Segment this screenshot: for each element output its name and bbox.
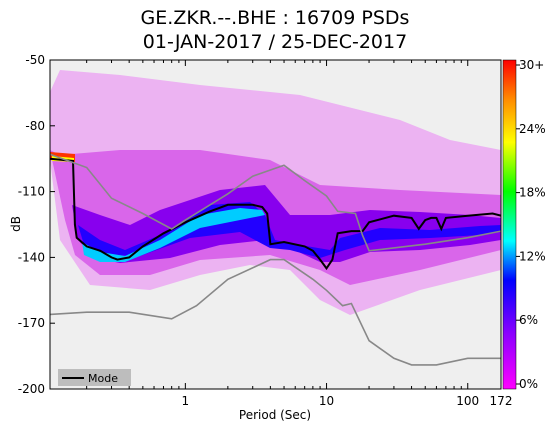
y-tick-label: -200 bbox=[18, 382, 45, 396]
plot-frame bbox=[49, 59, 502, 390]
colorbar-tick-label: 6% bbox=[519, 313, 538, 327]
colorbar-tick-label: 12% bbox=[519, 249, 546, 263]
y-axis-label: dB bbox=[9, 216, 23, 232]
y-tick-label: -50 bbox=[25, 53, 45, 67]
legend: Mode bbox=[58, 369, 131, 386]
y-tick-label: -140 bbox=[18, 250, 45, 264]
mode-line bbox=[50, 157, 501, 271]
chart-title: GE.ZKR.--.BHE : 16709 PSDs bbox=[140, 7, 410, 29]
legend-label-mode: Mode bbox=[88, 372, 118, 385]
y-tick-label: -80 bbox=[25, 119, 45, 133]
colorbar-tick-label: 24% bbox=[519, 122, 546, 136]
y-tick-label: -110 bbox=[18, 185, 45, 199]
psd-density bbox=[50, 70, 501, 315]
x-tick-label: 10 bbox=[319, 394, 334, 408]
chart-subtitle: 01-JAN-2017 / 25-DEC-2017 bbox=[142, 31, 408, 53]
y-tick-label: -170 bbox=[18, 316, 45, 330]
colorbar bbox=[502, 59, 517, 390]
x-tick-label: 1 bbox=[182, 394, 190, 408]
colorbar-tick-label: 0% bbox=[519, 377, 538, 391]
x-axis-label: Period (Sec) bbox=[239, 408, 311, 422]
colorbar-tick-label: 30+ bbox=[519, 58, 544, 72]
x-tick-label: 100 bbox=[456, 394, 479, 408]
x-tick-label: 172 bbox=[490, 394, 513, 408]
noise-model-line-2 bbox=[50, 258, 501, 366]
noise-model-line-1 bbox=[50, 153, 501, 252]
colorbar-tick-label: 18% bbox=[519, 186, 546, 200]
